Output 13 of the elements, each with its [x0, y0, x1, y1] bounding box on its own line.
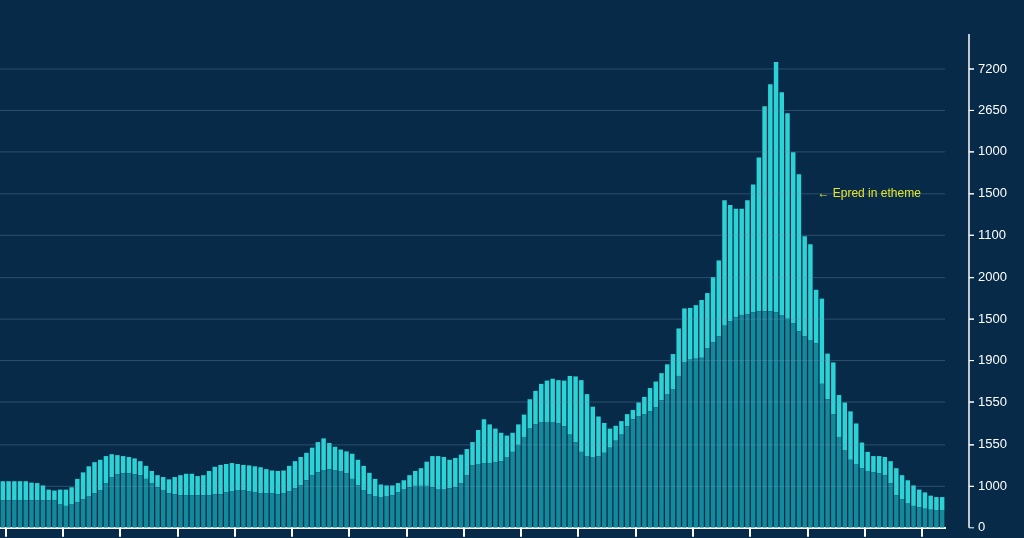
text: 1500	[978, 310, 1007, 326]
text: 1550	[978, 393, 1007, 409]
text: 1500	[978, 185, 1007, 201]
text: 1000	[978, 143, 1007, 159]
text: 2650	[978, 102, 1007, 118]
annotation: ← Epred in etheme	[817, 186, 922, 201]
text: 0	[978, 519, 986, 535]
text: 1550	[978, 436, 1007, 452]
text: 7200	[978, 60, 1007, 76]
text: 1000	[978, 477, 1007, 493]
text: 2000	[978, 269, 1007, 285]
text: 1100	[978, 226, 1006, 242]
text: 1900	[978, 352, 1007, 368]
